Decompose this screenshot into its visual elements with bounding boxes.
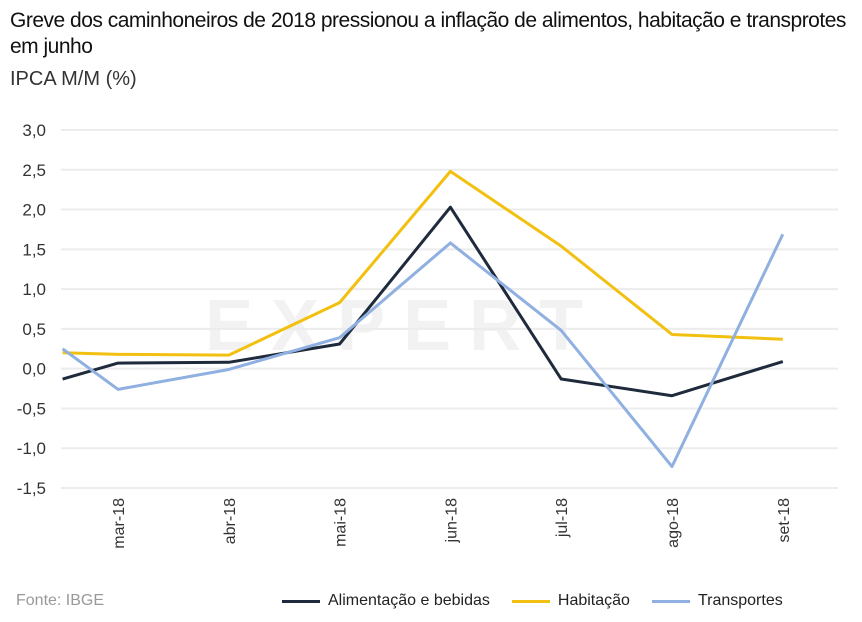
legend-swatch	[651, 599, 690, 603]
x-tick-label: mar-18	[111, 498, 128, 549]
y-tick-label: -1,0	[17, 439, 46, 458]
chart-title: Greve dos caminhoneiros de 2018 pression…	[10, 9, 846, 58]
legend-swatch	[511, 599, 550, 603]
legend-label: Alimentação e bebidas	[328, 592, 490, 609]
legend-item: Habitação	[511, 592, 630, 610]
series-line	[61, 233, 785, 469]
y-tick-label: 1,5	[22, 240, 46, 259]
x-tick-label: set-18	[776, 498, 793, 543]
x-tick-label: ago-18	[665, 498, 682, 548]
x-tick-label: abr-18	[222, 498, 239, 544]
x-tick-label: jul-18	[554, 498, 571, 538]
series-line	[62, 169, 783, 357]
y-tick-label: 3,0	[22, 121, 46, 140]
legend-item: Transportes	[651, 592, 783, 610]
y-tick-label: 1,0	[22, 280, 46, 299]
y-tick-label: -1,5	[17, 479, 46, 498]
legend-item: Alimentação e bebidas	[282, 592, 490, 610]
y-axis-label: IPCA M/M (%)	[10, 68, 137, 90]
y-tick-label: 0,5	[22, 320, 46, 339]
legend-label: Habitação	[557, 592, 630, 609]
legend-swatch	[282, 599, 320, 603]
y-tick-label: 0,0	[22, 360, 46, 379]
legend-label: Transportes	[697, 592, 783, 609]
source-note: Fonte: IBGE	[16, 592, 105, 609]
legend: Alimentação e bebidas Habitação Transpor…	[282, 592, 783, 610]
y-tick-label: -0,5	[17, 399, 46, 418]
x-tick-label: jun-18	[443, 498, 460, 544]
series-line	[62, 205, 784, 398]
x-tick-label: mai-18	[333, 498, 350, 547]
y-tick-label: 2,0	[22, 201, 46, 220]
y-tick-label: 2,5	[22, 161, 46, 180]
